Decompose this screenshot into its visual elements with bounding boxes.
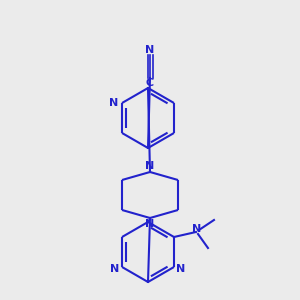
Text: N: N [192,224,202,234]
Text: N: N [110,264,120,274]
Text: N: N [110,98,118,108]
Text: N: N [176,264,186,274]
Text: N: N [146,45,154,55]
Text: N: N [146,161,154,171]
Text: N: N [146,219,154,229]
Text: C: C [146,78,154,88]
